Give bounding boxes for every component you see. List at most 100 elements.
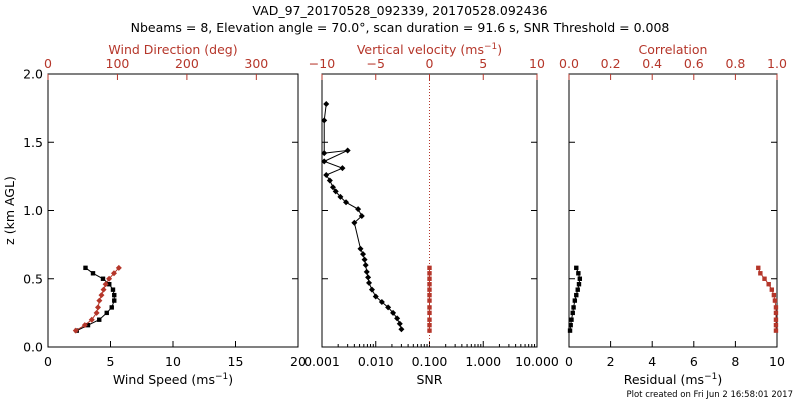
middle-data-point: [323, 172, 330, 179]
middle-data-point: [360, 251, 367, 258]
middle-data-point: [427, 282, 432, 287]
right-bottom-tick-label: 8: [731, 354, 739, 369]
right-data-point: [574, 265, 579, 271]
right-data-point: [773, 317, 779, 322]
right-data-point: [575, 287, 580, 292]
left-data-point: [102, 281, 109, 288]
left-top-tick-label: 200: [175, 56, 199, 71]
middle-bottom-tick-label: 0.100: [412, 354, 448, 369]
middle-data-point: [321, 150, 328, 157]
middle-data-point: [394, 315, 401, 322]
right-data-point: [576, 271, 581, 276]
y-axis-label: z (km AGL): [2, 176, 17, 245]
middle-data-point: [398, 326, 405, 333]
middle-data-point: [332, 188, 339, 195]
right-bottom-axis-label-text: Residual (ms: [624, 372, 704, 387]
left-top-axis-label: Wind Direction (deg): [108, 42, 237, 57]
right-data-point: [773, 310, 779, 316]
left-data-point: [93, 309, 100, 316]
middle-data-point: [351, 219, 358, 226]
left-data-point: [95, 304, 101, 311]
left-bottom-tick-label: 5: [107, 354, 115, 369]
left-data-point: [96, 297, 103, 304]
middle-bottom-tick-label: 0.010: [358, 354, 394, 369]
right-data-point: [577, 276, 583, 281]
left-data-point: [104, 310, 109, 316]
middle-data-point: [427, 292, 432, 298]
left-data-point: [88, 316, 95, 323]
middle-data-point: [365, 274, 372, 281]
middle-series-0: [321, 101, 405, 333]
middle-data-point: [361, 256, 368, 263]
right-plot-frame: [568, 73, 778, 348]
middle-data-point: [323, 101, 330, 108]
right-bottom-axis-label-tail: ): [717, 372, 722, 387]
right-data-point: [756, 265, 761, 271]
left-top-tick-label: 0: [44, 56, 52, 71]
middle-data-point: [427, 322, 432, 328]
left-top-tick-label: 100: [106, 56, 130, 71]
right-bottom-axis-label-superscript: −1: [704, 372, 717, 382]
plot-created-note: Plot created on Fri Jun 2 16:58:01 2017: [626, 390, 793, 400]
middle-top-axis-label: Vertical velocity (ms−1): [357, 42, 502, 57]
figure-title: VAD_97_20170528_092339, 20170528.092436: [252, 3, 547, 18]
middle-data-point: [339, 165, 346, 172]
middle-data-point: [321, 117, 328, 124]
right-top-tick-label: 0.8: [725, 56, 745, 71]
middle-top-tick-label: −10: [309, 56, 335, 71]
right-top-tick-label: 0.0: [559, 56, 579, 71]
panel-left: 0.00.51.01.52.0z (km AGL)0 5 10 15 200 100 200…: [2, 56, 306, 369]
left-data-point: [110, 287, 116, 292]
middle-bottom-axis-label: SNR: [417, 372, 443, 387]
left-data-point: [81, 322, 88, 329]
right-bottom-axis-label: Residual (ms−1): [624, 372, 723, 387]
middle-data-point: [344, 147, 351, 154]
middle-top-tick-label: 5: [479, 56, 487, 71]
right-data-point: [773, 305, 779, 310]
left-y-tick-label: 0.0: [23, 340, 43, 355]
panel-middle: 0.001 0.010 0.100 1.000 10.000 −10 −5 0 5 10: [304, 56, 559, 369]
right-series-1: [756, 265, 779, 333]
left-bottom-tick-label: 15: [228, 354, 244, 369]
left-series-1: [72, 264, 122, 334]
right-bottom-tick-label: 4: [648, 354, 656, 369]
right-data-point: [574, 292, 579, 298]
left-bottom-tick-label: 10: [165, 354, 181, 369]
right-data-point: [568, 322, 573, 328]
middle-data-point: [357, 245, 364, 252]
middle-data-point: [390, 309, 397, 316]
middle-data-point: [321, 158, 328, 165]
middle-top-axis-label-text: Vertical velocity (ms: [357, 42, 484, 57]
middle-data-point: [427, 287, 432, 292]
middle-data-point: [355, 206, 362, 213]
middle-top-tick-label: −5: [367, 56, 385, 71]
middle-data-point: [427, 305, 432, 310]
middle-top-tick-label: 0: [426, 56, 434, 71]
left-y-tick-label: 1.5: [23, 135, 43, 150]
right-top-axis-label: Correlation: [639, 42, 708, 57]
right-bottom-tick-label: 10: [769, 354, 785, 369]
right-data-point: [772, 298, 778, 303]
middle-top-tick-label: 10: [529, 56, 545, 71]
right-data-point: [569, 317, 574, 322]
chart-panels: 0.00.51.01.52.0z (km AGL)0 5 10 15 200 100 200…: [2, 42, 787, 387]
left-bottom-tick-label: 0: [44, 354, 52, 369]
left-data-point: [112, 298, 117, 303]
left-bottom-axis-label-tail: ): [228, 372, 233, 387]
right-top-tick-label: 1.0: [767, 56, 787, 71]
right-data-point: [773, 322, 779, 328]
middle-bottom-tick-label: 10.000: [515, 354, 559, 369]
right-data-point: [762, 276, 767, 281]
right-bottom-tick-label: 6: [690, 354, 698, 369]
right-bottom-tick-label: 2: [607, 354, 615, 369]
middle-bottom-axis-label-text: SNR: [417, 372, 443, 387]
right-data-point: [769, 287, 774, 292]
left-data-point: [100, 276, 106, 281]
middle-data-point: [427, 328, 432, 333]
left-data-point: [90, 271, 96, 276]
middle-data-point: [363, 268, 370, 275]
middle-data-point: [343, 199, 350, 206]
middle-data-point: [329, 184, 336, 191]
middle-data-point: [358, 212, 365, 219]
left-data-point: [115, 264, 122, 271]
